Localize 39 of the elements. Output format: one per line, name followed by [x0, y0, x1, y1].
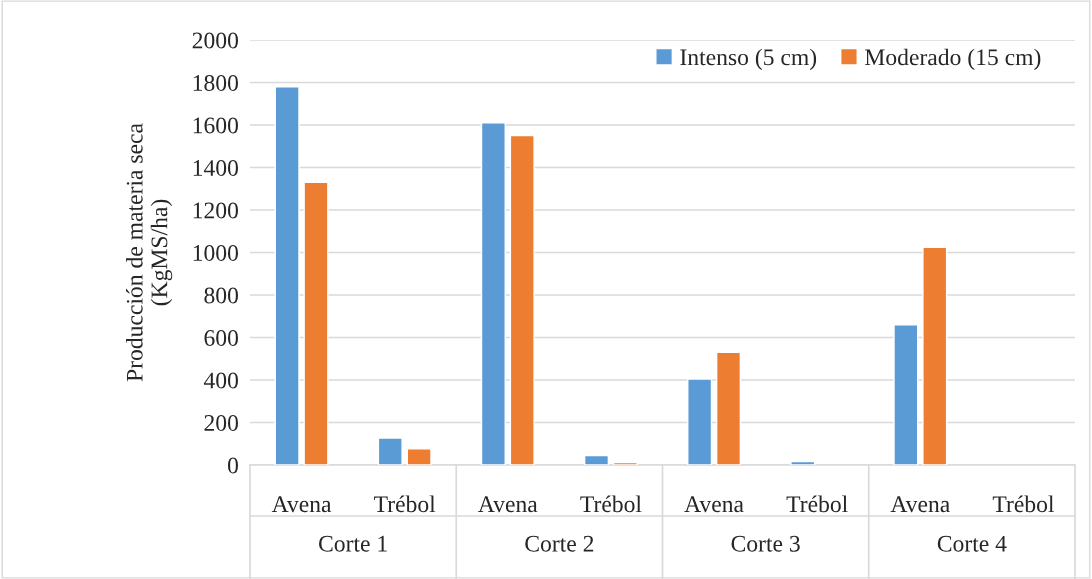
x-tick-label: Avena [684, 496, 744, 513]
bar [790, 460, 816, 465]
y-tick-label: 600 [204, 329, 238, 346]
bar [509, 134, 535, 465]
text: Corte 1 [319, 535, 387, 552]
y-tick-label: 1800 [193, 74, 238, 91]
y-tick-label: 1000 [193, 244, 238, 261]
x-tick-label: Avena [271, 496, 332, 513]
bar [377, 437, 403, 465]
text: Corte 4 [937, 535, 1007, 552]
y-tick-label: 800 [204, 287, 238, 304]
legend-label: Moderado (15 cm) [865, 48, 1041, 71]
text: Corte 3 [731, 535, 800, 552]
y-tick-label: 400 [203, 372, 238, 389]
x-tick-label: Avena [478, 496, 538, 513]
y-tick-label: 200 [204, 414, 238, 431]
text: Corte 2 [525, 535, 594, 552]
bar [303, 181, 329, 465]
y-axis-title: Producción de materia seca (KgMS/ha) [126, 123, 173, 382]
x-tick-label: Trébol [992, 495, 1055, 513]
bar [922, 246, 948, 465]
y-tick-label: 1200 [193, 202, 238, 219]
y-tick-label: 0 [227, 457, 238, 474]
bar [274, 86, 300, 465]
x-tick-label: Avena [890, 496, 950, 513]
bar [583, 454, 610, 465]
bar [715, 351, 742, 465]
y-tick-label: 2000 [192, 32, 238, 49]
x-tick-label: Trébol [374, 495, 436, 513]
y-tick-label: 1400 [193, 159, 238, 176]
x-tick-label: Trébol [580, 495, 642, 513]
y-tick-label: 1600 [193, 117, 238, 134]
x-tick-label: Trébol [786, 495, 848, 513]
legend-label: Intenso (5 cm) [680, 48, 817, 71]
bar [612, 461, 638, 465]
bar [687, 378, 713, 465]
bar [893, 324, 919, 465]
bar [406, 448, 432, 465]
bar [480, 122, 506, 465]
